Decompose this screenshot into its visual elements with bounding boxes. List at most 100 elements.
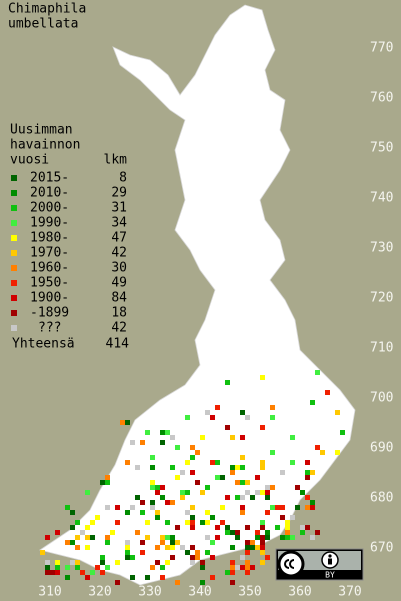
legend-label: 1950-: [30, 276, 69, 291]
occurrence-square: [215, 525, 220, 530]
legend-count: 34: [111, 216, 127, 231]
occurrence-square: [190, 515, 195, 520]
license-text: BY: [325, 571, 335, 580]
occurrence-square: [250, 565, 255, 570]
occurrence-square: [200, 490, 205, 495]
occurrence-square: [155, 515, 160, 520]
occurrence-square: [335, 410, 340, 415]
occurrence-square: [240, 555, 245, 560]
occurrence-square: [155, 560, 160, 565]
occurrence-square: [185, 415, 190, 420]
occurrence-square: [75, 560, 80, 565]
legend-swatch: [11, 325, 17, 331]
legend-label: 1960-: [30, 261, 69, 276]
north-label: 670: [370, 541, 393, 556]
east-label: 340: [188, 585, 211, 600]
occurrence-square: [135, 465, 140, 470]
occurrence-square: [95, 515, 100, 520]
occurrence-square: [85, 545, 90, 550]
occurrence-square: [260, 560, 265, 565]
occurrence-square: [75, 565, 80, 570]
title: Chimaphila: [8, 2, 86, 17]
occurrence-square: [245, 560, 250, 565]
occurrence-square: [225, 525, 230, 530]
occurrence-square: [70, 540, 75, 545]
occurrence-square: [165, 520, 170, 525]
occurrence-square: [125, 545, 130, 550]
occurrence-square: [170, 535, 175, 540]
occurrence-square: [95, 565, 100, 570]
occurrence-square: [45, 560, 50, 565]
occurrence-square: [160, 440, 165, 445]
occurrence-square: [190, 525, 195, 530]
legend-label: 1970-: [30, 246, 69, 261]
occurrence-square: [165, 560, 170, 565]
occurrence-square: [320, 450, 325, 455]
occurrence-square: [255, 535, 260, 540]
occurrence-square: [230, 565, 235, 570]
occurrence-square: [40, 550, 45, 555]
occurrence-square: [70, 525, 75, 530]
occurrence-square: [230, 435, 235, 440]
occurrence-square: [250, 540, 255, 545]
occurrence-square: [250, 495, 255, 500]
occurrence-square: [230, 545, 235, 550]
legend-swatch: [11, 280, 17, 286]
occurrence-square: [65, 565, 70, 570]
occurrence-square: [130, 555, 135, 560]
occurrence-square: [260, 375, 265, 380]
occurrence-square: [265, 510, 270, 515]
occurrence-square: [315, 370, 320, 375]
occurrence-square: [195, 550, 200, 555]
occurrence-square: [65, 540, 70, 545]
occurrence-square: [115, 505, 120, 510]
occurrence-square: [230, 465, 235, 470]
occurrence-square: [140, 550, 145, 555]
occurrence-square: [205, 485, 210, 490]
occurrence-square: [245, 565, 250, 570]
east-label: 320: [88, 585, 111, 600]
occurrence-square: [310, 535, 315, 540]
north-label: 690: [370, 441, 393, 456]
occurrence-square: [85, 525, 90, 530]
occurrence-square: [135, 530, 140, 535]
occurrence-square: [135, 495, 140, 500]
occurrence-square: [240, 495, 245, 500]
occurrence-square: [85, 575, 90, 580]
occurrence-square: [200, 565, 205, 570]
occurrence-square: [240, 510, 245, 515]
occurrence-square: [255, 490, 260, 495]
occurrence-square: [115, 560, 120, 565]
occurrence-square: [195, 450, 200, 455]
occurrence-square: [75, 535, 80, 540]
occurrence-square: [270, 405, 275, 410]
occurrence-square: [245, 415, 250, 420]
occurrence-square: [240, 455, 245, 460]
occurrence-square: [285, 525, 290, 530]
occurrence-square: [300, 490, 305, 495]
occurrence-square: [280, 470, 285, 475]
east-label: 350: [238, 585, 261, 600]
occurrence-square: [310, 470, 315, 475]
occurrence-square: [150, 500, 155, 505]
occurrence-square: [150, 565, 155, 570]
occurrence-square: [265, 495, 270, 500]
legend-swatch: [11, 310, 17, 316]
occurrence-square: [190, 505, 195, 510]
occurrence-square: [160, 430, 165, 435]
occurrence-square: [190, 470, 195, 475]
occurrence-square: [55, 570, 60, 575]
occurrence-square: [165, 535, 170, 540]
legend-count: 30: [111, 261, 127, 276]
occurrence-square: [130, 575, 135, 580]
occurrence-square: [325, 390, 330, 395]
occurrence-square: [285, 520, 290, 525]
occurrence-square: [230, 570, 235, 575]
occurrence-square: [265, 530, 270, 535]
legend-swatch: [11, 190, 17, 196]
occurrence-square: [260, 545, 265, 550]
occurrence-square: [210, 575, 215, 580]
occurrence-square: [155, 510, 160, 515]
occurrence-square: [245, 490, 250, 495]
